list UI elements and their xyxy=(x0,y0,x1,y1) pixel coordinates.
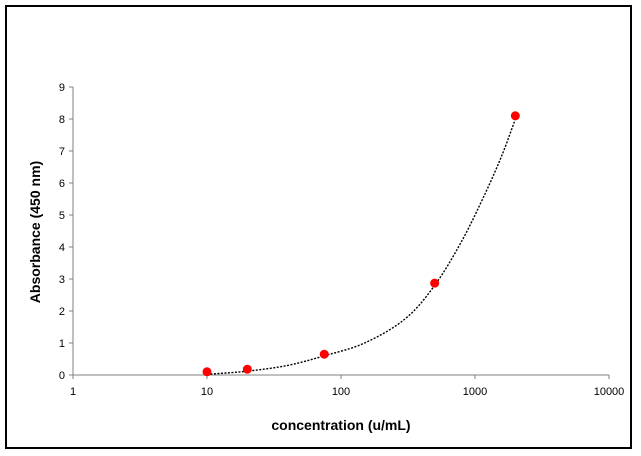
y-tick-label: 3 xyxy=(59,274,65,286)
data-point xyxy=(319,349,329,359)
x-tick-label: 1 xyxy=(70,386,76,398)
data-point xyxy=(242,364,252,374)
x-tick-label: 10 xyxy=(201,386,213,398)
x-tick-label: 1000 xyxy=(463,386,487,398)
x-axis: 1 10 100 1000 10000 xyxy=(70,374,625,398)
y-tick-label: 0 xyxy=(59,370,65,382)
data-points-layer xyxy=(202,111,520,377)
x-tick-label: 100 xyxy=(332,386,350,398)
y-tick-label: 2 xyxy=(59,306,65,318)
data-point xyxy=(430,278,440,288)
fit-curve xyxy=(206,118,516,376)
y-tick-label: 7 xyxy=(59,146,65,158)
x-axis-title: concentration (u/mL) xyxy=(271,417,410,433)
y-tick-label: 1 xyxy=(59,338,65,350)
x-tick-label: 10000 xyxy=(594,386,625,398)
y-tick-label: 9 xyxy=(59,82,65,94)
y-axis-title: Absorbance (450 nm) xyxy=(27,161,43,303)
y-tick-label: 4 xyxy=(59,242,65,254)
data-point xyxy=(202,367,212,377)
y-tick-label: 5 xyxy=(59,210,65,222)
fit-curve-layer xyxy=(206,118,516,376)
data-point xyxy=(510,111,520,121)
y-axis: 0 1 2 3 4 5 6 7 8 9 xyxy=(59,82,74,382)
y-tick-label: 8 xyxy=(59,114,65,126)
y-tick-label: 6 xyxy=(59,178,65,190)
